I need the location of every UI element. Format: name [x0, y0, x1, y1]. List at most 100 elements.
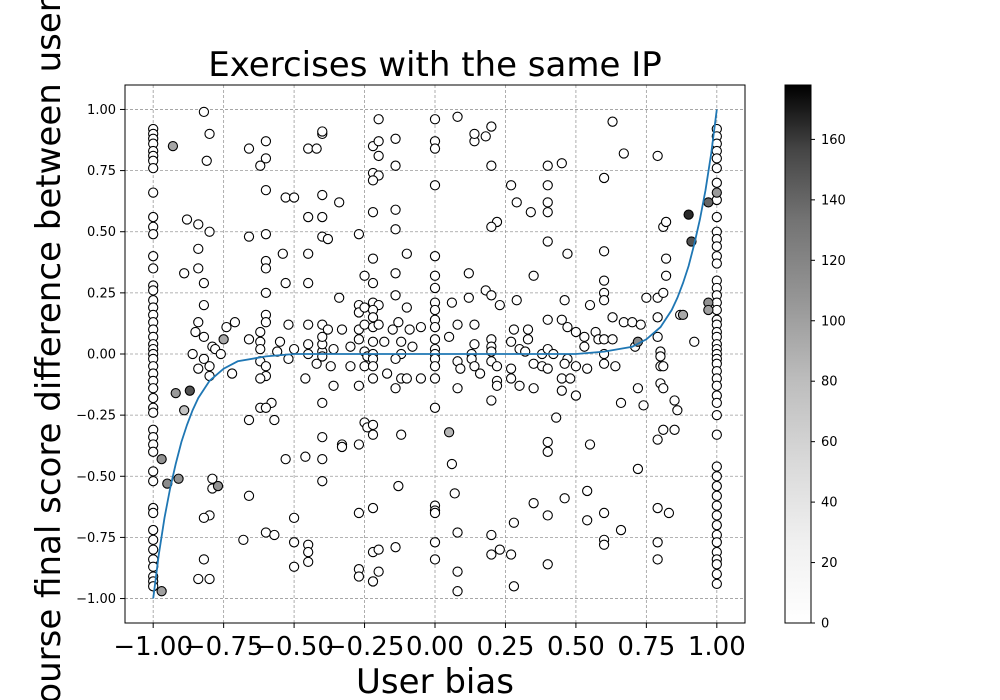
data-point — [711, 568, 722, 580]
data-point — [641, 292, 652, 303]
data-point — [317, 189, 328, 201]
data-point — [508, 581, 520, 592]
data-point — [415, 321, 427, 333]
data-point — [198, 512, 210, 523]
data-point — [452, 319, 463, 330]
data-point — [255, 373, 266, 384]
data-point-shaded — [683, 209, 694, 220]
data-point — [269, 414, 280, 426]
data-point — [317, 211, 328, 223]
x-tick-label: 0.75 — [617, 632, 675, 662]
data-point — [598, 172, 610, 184]
data-point — [449, 488, 460, 499]
y-tick-label: 0.75 — [87, 164, 116, 179]
data-point — [429, 334, 441, 345]
data-point — [317, 397, 328, 409]
data-point — [328, 380, 339, 391]
data-point — [288, 343, 300, 355]
data-point — [336, 324, 348, 335]
x-tick-label: −0.50 — [254, 632, 334, 662]
x-tick-label: −0.75 — [184, 632, 264, 662]
data-point-shaded — [156, 454, 167, 465]
data-point — [474, 368, 486, 379]
data-point — [148, 534, 159, 546]
data-point — [429, 114, 441, 125]
data-point — [255, 326, 266, 338]
data-point — [390, 383, 401, 394]
data-point — [148, 187, 159, 198]
data-point — [317, 126, 328, 137]
data-point — [582, 485, 593, 497]
data-point — [243, 143, 255, 154]
colorbar-tick-label: 40 — [821, 496, 838, 511]
data-point — [353, 380, 365, 391]
data-point — [396, 429, 407, 440]
data-point — [367, 373, 379, 384]
data-point — [148, 263, 159, 274]
data-point — [415, 373, 427, 384]
data-point — [429, 251, 441, 262]
data-point — [610, 361, 621, 372]
data-point — [193, 317, 204, 328]
data-point — [607, 116, 618, 127]
data-point — [469, 361, 480, 372]
data-point — [627, 317, 638, 328]
data-point — [148, 407, 159, 418]
data-point — [325, 361, 336, 372]
data-point — [559, 295, 570, 306]
data-point — [452, 586, 463, 597]
data-point — [652, 554, 663, 565]
data-point — [711, 471, 722, 482]
data-point — [429, 143, 441, 154]
points-layer — [148, 106, 722, 597]
data-point-shaded — [443, 427, 455, 438]
data-point — [663, 507, 675, 519]
x-axis-label: User bias — [356, 662, 514, 700]
data-point — [505, 180, 517, 191]
data-point — [607, 312, 618, 323]
data-point — [201, 155, 212, 166]
data-point — [711, 500, 722, 511]
data-point — [711, 490, 722, 501]
data-point — [455, 363, 466, 374]
data-point — [556, 314, 567, 325]
data-point — [542, 510, 553, 521]
data-point — [353, 334, 365, 345]
data-point-shaded — [173, 473, 184, 484]
data-point — [345, 341, 356, 352]
data-point — [598, 539, 610, 550]
data-point — [618, 317, 629, 328]
data-point — [148, 446, 159, 457]
data-point — [353, 571, 365, 582]
data-point — [542, 436, 553, 448]
data-point — [221, 321, 232, 333]
data-point — [367, 277, 379, 289]
data-point — [288, 192, 300, 203]
data-point — [393, 317, 404, 328]
data-point — [598, 507, 610, 519]
data-point — [260, 402, 272, 413]
y-axis-ticks: −1.00 −0.75 −0.50 −0.25 0.00 0.25 0.50 0.75 1.00 — [76, 103, 125, 607]
data-point — [148, 507, 159, 519]
data-point — [511, 197, 522, 208]
data-point — [260, 229, 272, 240]
data-point — [658, 383, 669, 394]
data-point — [658, 361, 669, 372]
data-point — [632, 463, 644, 475]
data-point — [367, 336, 379, 347]
data-point — [373, 566, 384, 577]
data-point — [190, 326, 201, 338]
data-point — [711, 559, 722, 570]
data-point — [193, 573, 204, 585]
data-point — [508, 324, 520, 335]
data-point — [559, 358, 570, 369]
data-point — [260, 527, 272, 538]
data-point-shaded — [711, 187, 722, 198]
data-point — [711, 153, 722, 164]
data-point — [452, 111, 463, 122]
data-point — [505, 373, 517, 384]
data-point — [618, 148, 629, 159]
data-point — [260, 317, 272, 328]
data-point — [562, 248, 573, 259]
data-point — [280, 277, 291, 289]
